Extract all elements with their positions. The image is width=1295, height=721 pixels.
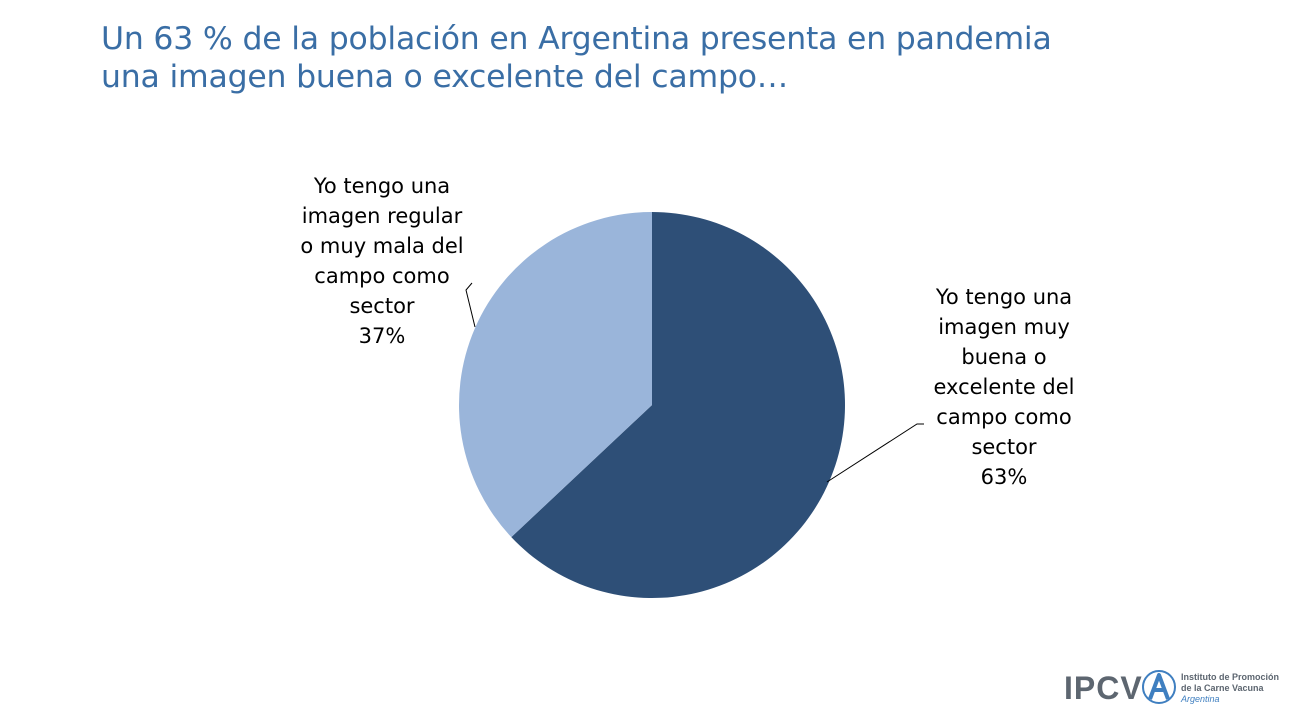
slice-label-regular-o-mala: Yo tengo una imagen regular o muy mala d… <box>262 171 502 351</box>
chart-title-line-1: Un 63 % de la población en Argentina pre… <box>101 21 1052 57</box>
slice-label-line: campo como <box>314 264 450 288</box>
slice-label-line: excelente del <box>933 375 1075 399</box>
slice-label-line: sector <box>971 435 1037 459</box>
logo-acronym: IPCV <box>1064 670 1143 706</box>
chart-title: Un 63 % de la población en Argentina pre… <box>101 20 1201 96</box>
logo-country: Argentina <box>1181 694 1220 704</box>
logo-institute-name: Instituto de Promoción de la Carne Vacun… <box>1181 672 1279 705</box>
slice-label-line: Yo tengo una <box>313 174 451 198</box>
slice-label-buena-o-excelente: Yo tengo una imagen muy buena o excelent… <box>884 282 1124 492</box>
slice-label-line: imagen muy <box>938 315 1070 339</box>
logo-name-line-2: de la Carne Vacuna <box>1181 683 1264 693</box>
chart-title-line-2: una imagen buena o excelente del campo… <box>101 59 789 95</box>
slice-label-line: campo como <box>936 405 1072 429</box>
slice-leader-line-0 <box>826 423 924 483</box>
slice-value-label: 37% <box>358 324 406 348</box>
pie-slice-1 <box>458 212 652 538</box>
slice-label-line: Yo tengo una <box>935 285 1073 309</box>
slice-value-label: 63% <box>980 465 1028 489</box>
logo-name-line-1: Instituto de Promoción <box>1181 672 1279 682</box>
slice-leader-line-1 <box>465 282 476 328</box>
pie-slice-0 <box>511 212 845 598</box>
slice-label-line: sector <box>349 294 415 318</box>
slice-label-line: o muy mala del <box>300 234 464 258</box>
slice-label-line: imagen regular <box>301 204 463 228</box>
logo-a-mark-icon <box>1142 670 1176 704</box>
slice-label-line: buena o <box>961 345 1047 369</box>
